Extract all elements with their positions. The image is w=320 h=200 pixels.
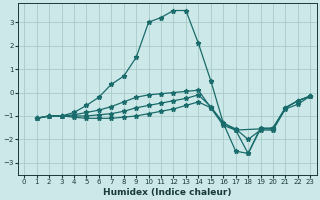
X-axis label: Humidex (Indice chaleur): Humidex (Indice chaleur) <box>103 188 232 197</box>
